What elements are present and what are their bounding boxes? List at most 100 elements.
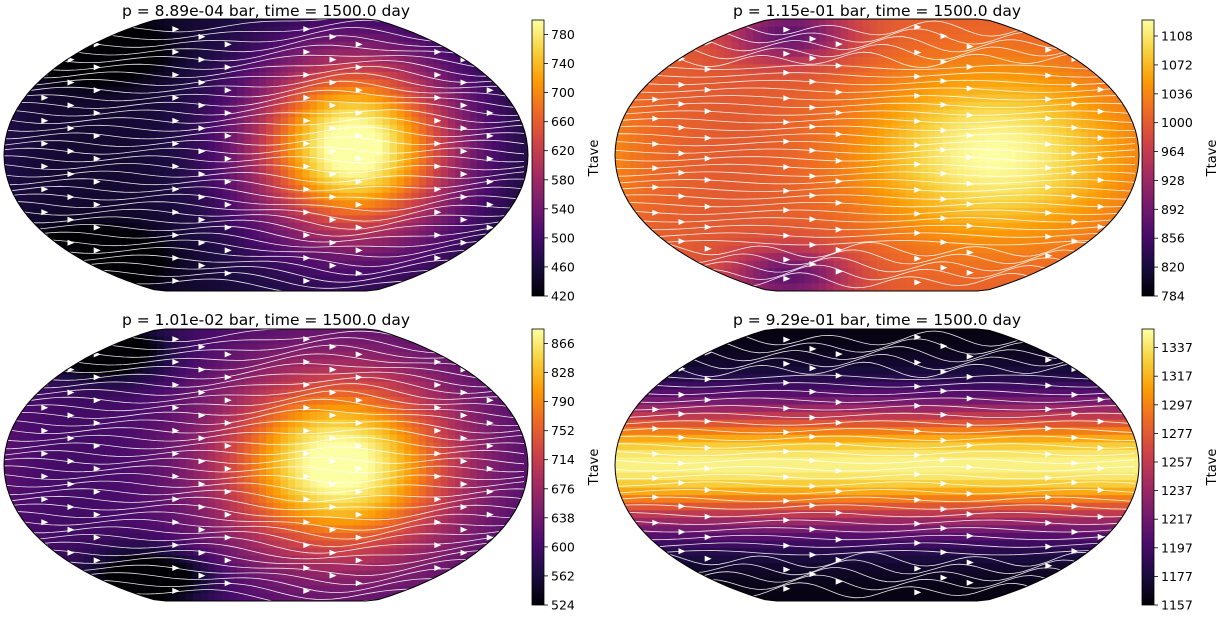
field-cell: [397, 238, 405, 247]
stream-arrow: [67, 262, 75, 269]
field-cell: [295, 238, 303, 247]
field-cell: [1015, 64, 1024, 73]
field-cell: [753, 34, 762, 43]
field-cell: [76, 41, 85, 50]
field-cell: [222, 192, 231, 201]
field-cell: [426, 170, 434, 179]
field-cell: [1117, 109, 1126, 118]
field-cell: [1131, 109, 1139, 118]
field-cell: [33, 207, 41, 217]
field-cell: [906, 238, 914, 247]
field-cell: [207, 41, 216, 50]
field-cell: [695, 34, 703, 43]
field-cell: [331, 223, 340, 232]
field-cell: [244, 162, 253, 171]
field-cell: [826, 19, 834, 28]
field-cell: [142, 132, 151, 141]
field-cell: [76, 71, 85, 81]
field-cell: [222, 283, 231, 291]
field-cell: [331, 245, 340, 254]
field-cell: [258, 19, 267, 28]
field-cell: [280, 268, 289, 277]
field-cell: [957, 49, 965, 58]
field-cell: [520, 268, 528, 277]
field-cell: [665, 223, 674, 232]
field-cell: [695, 71, 703, 81]
field-cell: [811, 124, 820, 133]
field-cell: [826, 223, 834, 232]
field-cell: [469, 275, 478, 285]
field-cell: [644, 155, 652, 164]
field-cell: [440, 34, 449, 43]
field-cell: [804, 94, 813, 103]
stream-arrow: [93, 178, 101, 185]
field-cell: [324, 147, 333, 156]
field-cell: [353, 34, 362, 43]
field-cell: [644, 230, 652, 239]
stream-arrow: [355, 178, 363, 185]
field-cell: [927, 223, 936, 232]
field-cell: [295, 275, 303, 285]
field-cell: [1102, 215, 1111, 224]
field-cell: [171, 109, 180, 118]
field-cell: [171, 19, 180, 28]
field-cell: [404, 283, 413, 291]
field-cell: [353, 56, 362, 65]
field-cell: [229, 200, 238, 209]
field-cell: [1058, 223, 1067, 232]
field-cell: [25, 71, 34, 81]
field-cell: [273, 49, 282, 58]
field-cell: [105, 34, 114, 43]
field-cell: [142, 162, 151, 171]
field-cell: [716, 162, 725, 171]
field-cell: [1095, 41, 1104, 50]
field-cell: [804, 162, 813, 171]
field-cell: [927, 79, 936, 88]
field-cell: [651, 230, 660, 239]
field-cell: [840, 109, 849, 118]
field-cell: [869, 102, 878, 111]
field-cell: [1124, 162, 1133, 171]
field-cell: [127, 94, 136, 103]
field-cell: [1022, 170, 1031, 179]
field-cell: [513, 56, 522, 65]
field-cell: [469, 283, 478, 291]
field-cell: [1008, 192, 1016, 201]
stream-arrow: [224, 155, 232, 162]
field-cell: [105, 177, 114, 186]
field-cell: [775, 49, 783, 58]
field-cell: [331, 102, 340, 111]
field-cell: [1022, 223, 1031, 232]
field-cell: [178, 41, 187, 50]
field-cell: [702, 238, 711, 247]
field-cell: [142, 147, 151, 156]
field-cell: [1102, 94, 1111, 103]
field-cell: [418, 109, 427, 118]
field-cell: [433, 260, 442, 269]
field-cell: [469, 147, 478, 156]
field-cell: [193, 71, 202, 81]
field-cell: [520, 26, 528, 35]
field-cell: [957, 94, 965, 103]
field-cell: [120, 94, 129, 103]
stream-arrow: [486, 132, 494, 139]
field-cell: [1066, 192, 1075, 201]
field-cell: [215, 124, 223, 133]
field-cell: [244, 56, 253, 65]
field-cell: [178, 87, 187, 96]
field-cell: [978, 79, 987, 88]
field-cell: [942, 139, 951, 149]
streamline: [4, 254, 525, 276]
field-cell: [18, 71, 27, 81]
field-cell: [724, 170, 733, 179]
field-cell: [513, 117, 522, 126]
field-cell: [1022, 56, 1031, 65]
field-cell: [418, 94, 427, 103]
field-cell: [1080, 102, 1089, 111]
field-cell: [236, 177, 245, 186]
field-cell: [498, 177, 507, 186]
field-cell: [251, 192, 260, 201]
field-cell: [898, 192, 907, 201]
field-cell: [258, 124, 267, 133]
field-cell: [1095, 117, 1104, 126]
